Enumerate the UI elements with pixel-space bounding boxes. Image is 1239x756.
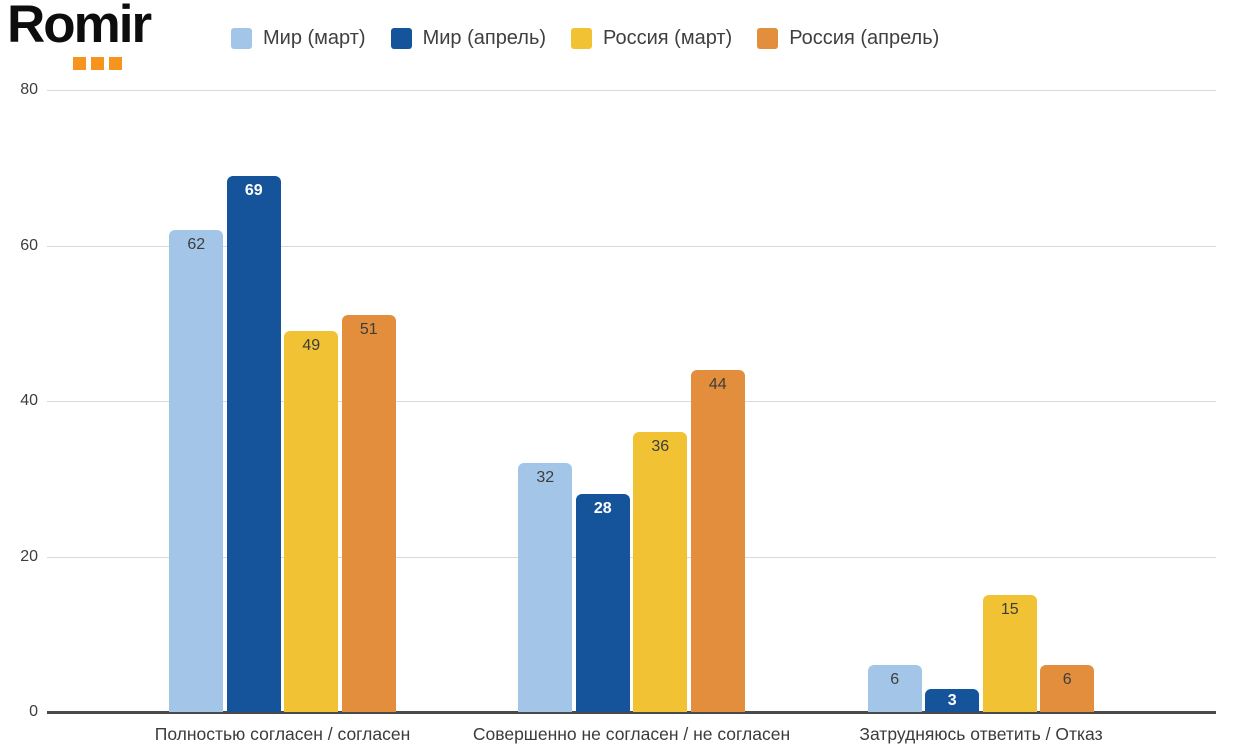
bar: 36 (633, 432, 688, 712)
gridline (47, 556, 1216, 558)
legend-item: Мир (апрель) (390, 27, 547, 50)
bar-value-label: 44 (708, 375, 727, 393)
y-tick-label: 80 (20, 81, 38, 98)
logo-dot (91, 57, 104, 70)
romir-logo: Romir (7, 0, 177, 75)
y-tick-label: 0 (29, 703, 38, 720)
legend-item: Россия (март) (571, 27, 732, 50)
gridline (47, 401, 1216, 402)
legend-label: Россия (апрель) (789, 27, 940, 49)
x-axis-line (47, 711, 1216, 714)
logo-dot (73, 57, 86, 70)
romir-logo-text: Romir (7, 0, 152, 54)
bar-value-label: 15 (1000, 601, 1019, 619)
bar-value-label: 49 (302, 337, 321, 355)
bar: 49 (284, 331, 339, 712)
legend-label: Мир (март) (263, 27, 366, 49)
bar: 51 (341, 315, 396, 712)
romir-logo-dots (73, 57, 122, 70)
bar-value-label: 32 (536, 469, 555, 487)
legend-label: Россия (март) (603, 27, 733, 49)
logo-dot (109, 57, 122, 70)
bar-value-label: 62 (187, 235, 206, 253)
bar: 28 (575, 494, 630, 712)
category-label: Полностью согласен / согласен (154, 724, 411, 744)
bar-value-label: 6 (890, 671, 900, 689)
bar: 6 (1040, 665, 1095, 712)
bar-value-label: 3 (947, 691, 957, 709)
bar: 69 (226, 175, 281, 712)
bar-value-label: 36 (651, 438, 670, 456)
legend-swatch (757, 28, 779, 49)
chart-legend: Мир (март) Мир (апрель) Россия (март) Росси… (231, 27, 939, 50)
legend-swatch (390, 28, 412, 49)
bar: 15 (982, 595, 1037, 712)
legend-item: Россия (апрель) (757, 27, 939, 50)
gridline (47, 245, 1216, 247)
legend-item: Мир (март) (231, 27, 366, 50)
y-tick-label: 40 (20, 392, 38, 409)
y-tick-label: 20 (20, 547, 38, 565)
category-label: Совершенно не согласен / не согласен (472, 724, 791, 744)
gridline (47, 90, 1216, 91)
bar-value-label: 51 (359, 321, 378, 339)
bar-value-label: 69 (244, 181, 263, 199)
legend-swatch (571, 28, 593, 49)
bar: 44 (690, 369, 745, 712)
bar: 32 (518, 463, 573, 712)
bar-value-label: 28 (593, 500, 612, 518)
bar: 62 (169, 229, 224, 712)
legend-swatch (231, 28, 252, 49)
bar: 6 (867, 665, 922, 712)
y-tick-label: 60 (20, 236, 38, 254)
bar-value-label: 6 (1062, 671, 1072, 689)
legend-label: Мир (апрель) (422, 27, 547, 49)
bar: 3 (925, 688, 980, 712)
category-label: Затрудняюсь ответить / Отказ (859, 724, 1103, 744)
